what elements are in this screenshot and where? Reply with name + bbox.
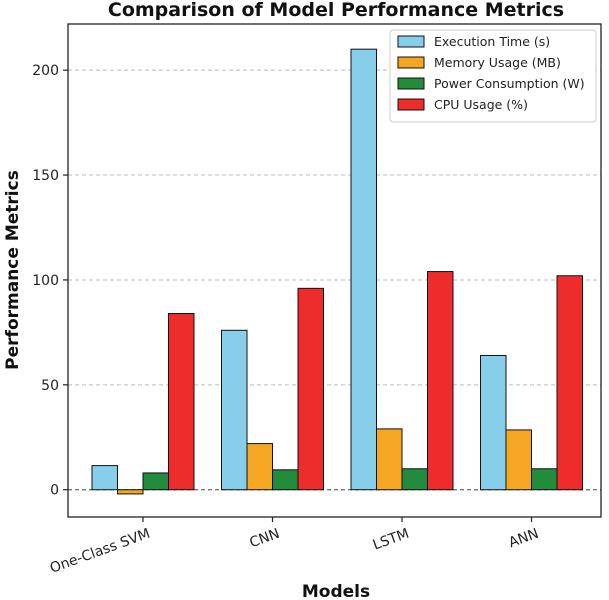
bar-3-2 (531, 468, 558, 491)
legend-label: CPU Usage (%) (434, 97, 528, 112)
y-axis-ticks: 0 50 100 150 200 (32, 63, 68, 499)
y-tick-label: 150 (32, 168, 59, 184)
legend-label: Power Consumption (W) (434, 76, 585, 91)
bar-0-1 (117, 489, 144, 495)
legend: Execution Time (s) Memory Usage (MB) Power… (389, 29, 597, 123)
bar-1-1 (246, 443, 273, 491)
x-tick-label: One-Class SVM (48, 526, 153, 577)
bar-3-0 (480, 354, 507, 491)
y-tick-label: 50 (41, 378, 59, 394)
legend-swatch (397, 35, 425, 48)
bar-0-3 (168, 313, 195, 491)
plot-frame (67, 23, 602, 518)
legend-label: Execution Time (s) (434, 34, 550, 49)
x-tick-label: LSTM (371, 526, 412, 554)
bar-2-0 (350, 48, 377, 491)
legend-swatch (397, 56, 425, 69)
legend-label: Memory Usage (MB) (434, 55, 561, 70)
bar-1-3 (297, 287, 324, 491)
bars (91, 48, 583, 495)
y-tick-label: 100 (32, 273, 59, 289)
bar-0-2 (142, 472, 169, 491)
y-tick-label: 0 (50, 483, 59, 499)
bar-1-0 (221, 329, 248, 491)
chart-title: Comparison of Model Performance Metrics (108, 0, 564, 21)
y-axis-label: Performance Metrics (3, 170, 23, 370)
bar-3-1 (505, 429, 532, 491)
x-axis-ticks: One-Class SVM CNN LSTM ANN (48, 517, 541, 577)
legend-swatch (397, 77, 425, 90)
legend-swatch (397, 98, 425, 111)
x-tick-label: CNN (248, 526, 282, 552)
bar-3-3 (556, 275, 583, 491)
bar-2-3 (427, 271, 454, 491)
grid-lines (68, 69, 601, 491)
x-tick-label: ANN (507, 526, 541, 551)
y-tick-label: 200 (32, 63, 59, 79)
bar-2-2 (401, 468, 428, 491)
legend-box (389, 29, 597, 123)
x-axis-label: Models (302, 582, 370, 600)
bar-2-1 (376, 428, 403, 491)
bar-1-2 (272, 469, 299, 491)
bar-0-0 (91, 465, 118, 491)
